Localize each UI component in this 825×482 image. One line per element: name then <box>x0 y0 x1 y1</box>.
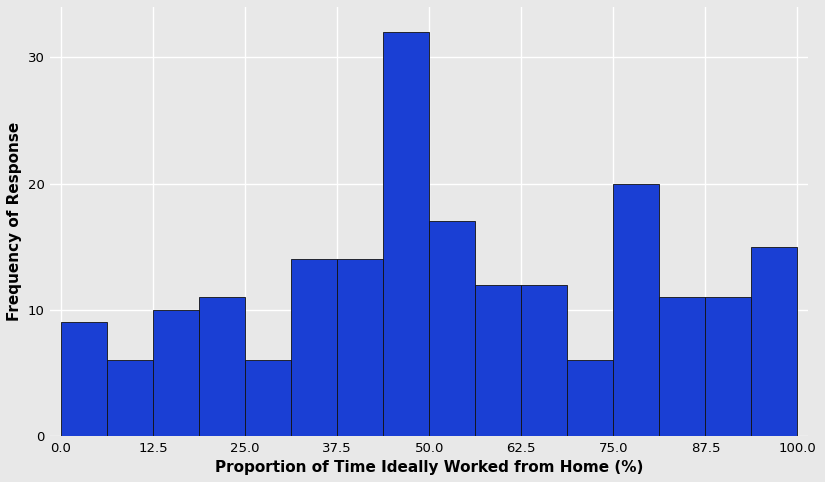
Bar <box>383 32 429 436</box>
Bar <box>475 284 521 436</box>
Bar <box>705 297 752 436</box>
Bar <box>659 297 705 436</box>
Bar <box>245 360 291 436</box>
Y-axis label: Frequency of Response: Frequency of Response <box>7 122 22 321</box>
Bar <box>291 259 337 436</box>
Bar <box>521 284 568 436</box>
Bar <box>337 259 383 436</box>
Bar <box>153 310 199 436</box>
Bar <box>61 322 107 436</box>
Bar <box>568 360 613 436</box>
Bar <box>752 247 798 436</box>
Bar <box>199 297 245 436</box>
X-axis label: Proportion of Time Ideally Worked from Home (%): Proportion of Time Ideally Worked from H… <box>215 460 644 475</box>
Bar <box>107 360 153 436</box>
Bar <box>613 184 659 436</box>
Bar <box>429 221 475 436</box>
